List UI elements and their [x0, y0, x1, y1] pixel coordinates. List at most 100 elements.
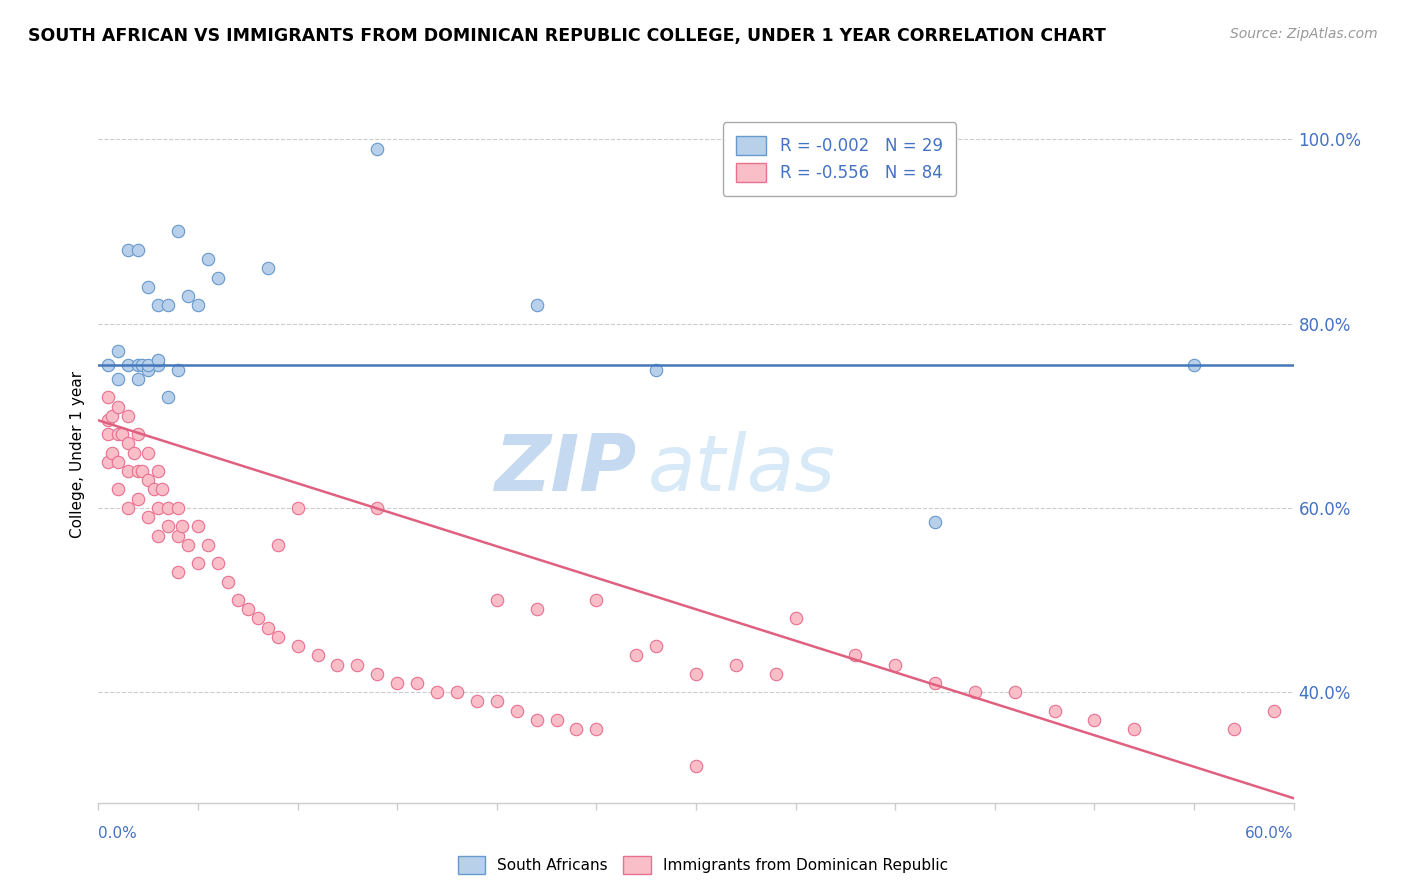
Point — [326, 657, 349, 672]
Point — [107, 344, 129, 359]
Point — [366, 666, 388, 681]
Point — [97, 427, 120, 442]
Point — [127, 491, 149, 506]
Point — [924, 515, 946, 529]
Point — [136, 510, 159, 524]
Point — [765, 666, 787, 681]
Point — [157, 519, 180, 533]
Point — [127, 464, 149, 478]
Point — [197, 252, 219, 266]
Point — [167, 528, 190, 542]
Point — [150, 483, 173, 497]
Point — [1043, 704, 1066, 718]
Point — [124, 445, 146, 459]
Point — [346, 657, 368, 672]
Point — [111, 427, 134, 442]
Point — [107, 483, 129, 497]
Point — [844, 648, 866, 663]
Point — [446, 685, 468, 699]
Point — [287, 500, 309, 515]
Point — [101, 445, 124, 459]
Point — [307, 648, 329, 663]
Point — [624, 648, 647, 663]
Point — [117, 409, 139, 423]
Point — [148, 464, 170, 478]
Point — [785, 611, 807, 625]
Point — [406, 676, 429, 690]
Point — [1123, 722, 1146, 736]
Point — [107, 400, 129, 414]
Point — [217, 574, 239, 589]
Point — [136, 279, 159, 293]
Point — [485, 694, 508, 708]
Point — [117, 243, 139, 257]
Legend: R = -0.002   N = 29, R = -0.556   N = 84: R = -0.002 N = 29, R = -0.556 N = 84 — [723, 122, 956, 196]
Point — [226, 593, 249, 607]
Point — [685, 666, 707, 681]
Point — [172, 519, 194, 533]
Point — [136, 445, 159, 459]
Point — [131, 358, 153, 372]
Point — [1263, 704, 1285, 718]
Point — [645, 362, 668, 376]
Point — [117, 436, 139, 450]
Point — [366, 141, 388, 155]
Point — [884, 657, 907, 672]
Point — [157, 298, 180, 312]
Legend: South Africans, Immigrants from Dominican Republic: South Africans, Immigrants from Dominica… — [451, 850, 955, 880]
Point — [131, 464, 153, 478]
Point — [136, 358, 159, 372]
Point — [724, 657, 747, 672]
Point — [1004, 685, 1026, 699]
Point — [585, 722, 607, 736]
Point — [685, 759, 707, 773]
Point — [177, 538, 200, 552]
Point — [526, 713, 548, 727]
Point — [148, 353, 170, 368]
Point — [97, 390, 120, 404]
Point — [256, 621, 278, 635]
Point — [167, 224, 190, 238]
Point — [1222, 722, 1246, 736]
Point — [267, 538, 290, 552]
Point — [117, 464, 139, 478]
Point — [526, 298, 548, 312]
Point — [101, 409, 124, 423]
Point — [187, 298, 209, 312]
Point — [127, 358, 149, 372]
Point — [366, 500, 388, 515]
Point — [117, 358, 139, 372]
Point — [485, 593, 508, 607]
Point — [148, 528, 170, 542]
Text: Source: ZipAtlas.com: Source: ZipAtlas.com — [1230, 27, 1378, 41]
Point — [107, 455, 129, 469]
Point — [167, 362, 190, 376]
Point — [256, 261, 278, 276]
Point — [157, 500, 180, 515]
Point — [148, 500, 170, 515]
Text: 60.0%: 60.0% — [1246, 826, 1294, 841]
Text: atlas: atlas — [648, 431, 837, 507]
Point — [167, 500, 190, 515]
Point — [117, 500, 139, 515]
Point — [167, 566, 190, 580]
Point — [143, 483, 166, 497]
Point — [136, 362, 159, 376]
Point — [465, 694, 488, 708]
Text: ZIP: ZIP — [494, 431, 636, 507]
Point — [107, 427, 129, 442]
Point — [136, 473, 159, 487]
Point — [526, 602, 548, 616]
Point — [924, 676, 946, 690]
Point — [187, 519, 209, 533]
Point — [426, 685, 449, 699]
Point — [963, 685, 986, 699]
Point — [267, 630, 290, 644]
Text: 0.0%: 0.0% — [98, 826, 138, 841]
Point — [177, 289, 200, 303]
Point — [506, 704, 529, 718]
Point — [107, 372, 129, 386]
Point — [127, 427, 149, 442]
Point — [645, 639, 668, 653]
Point — [97, 358, 120, 372]
